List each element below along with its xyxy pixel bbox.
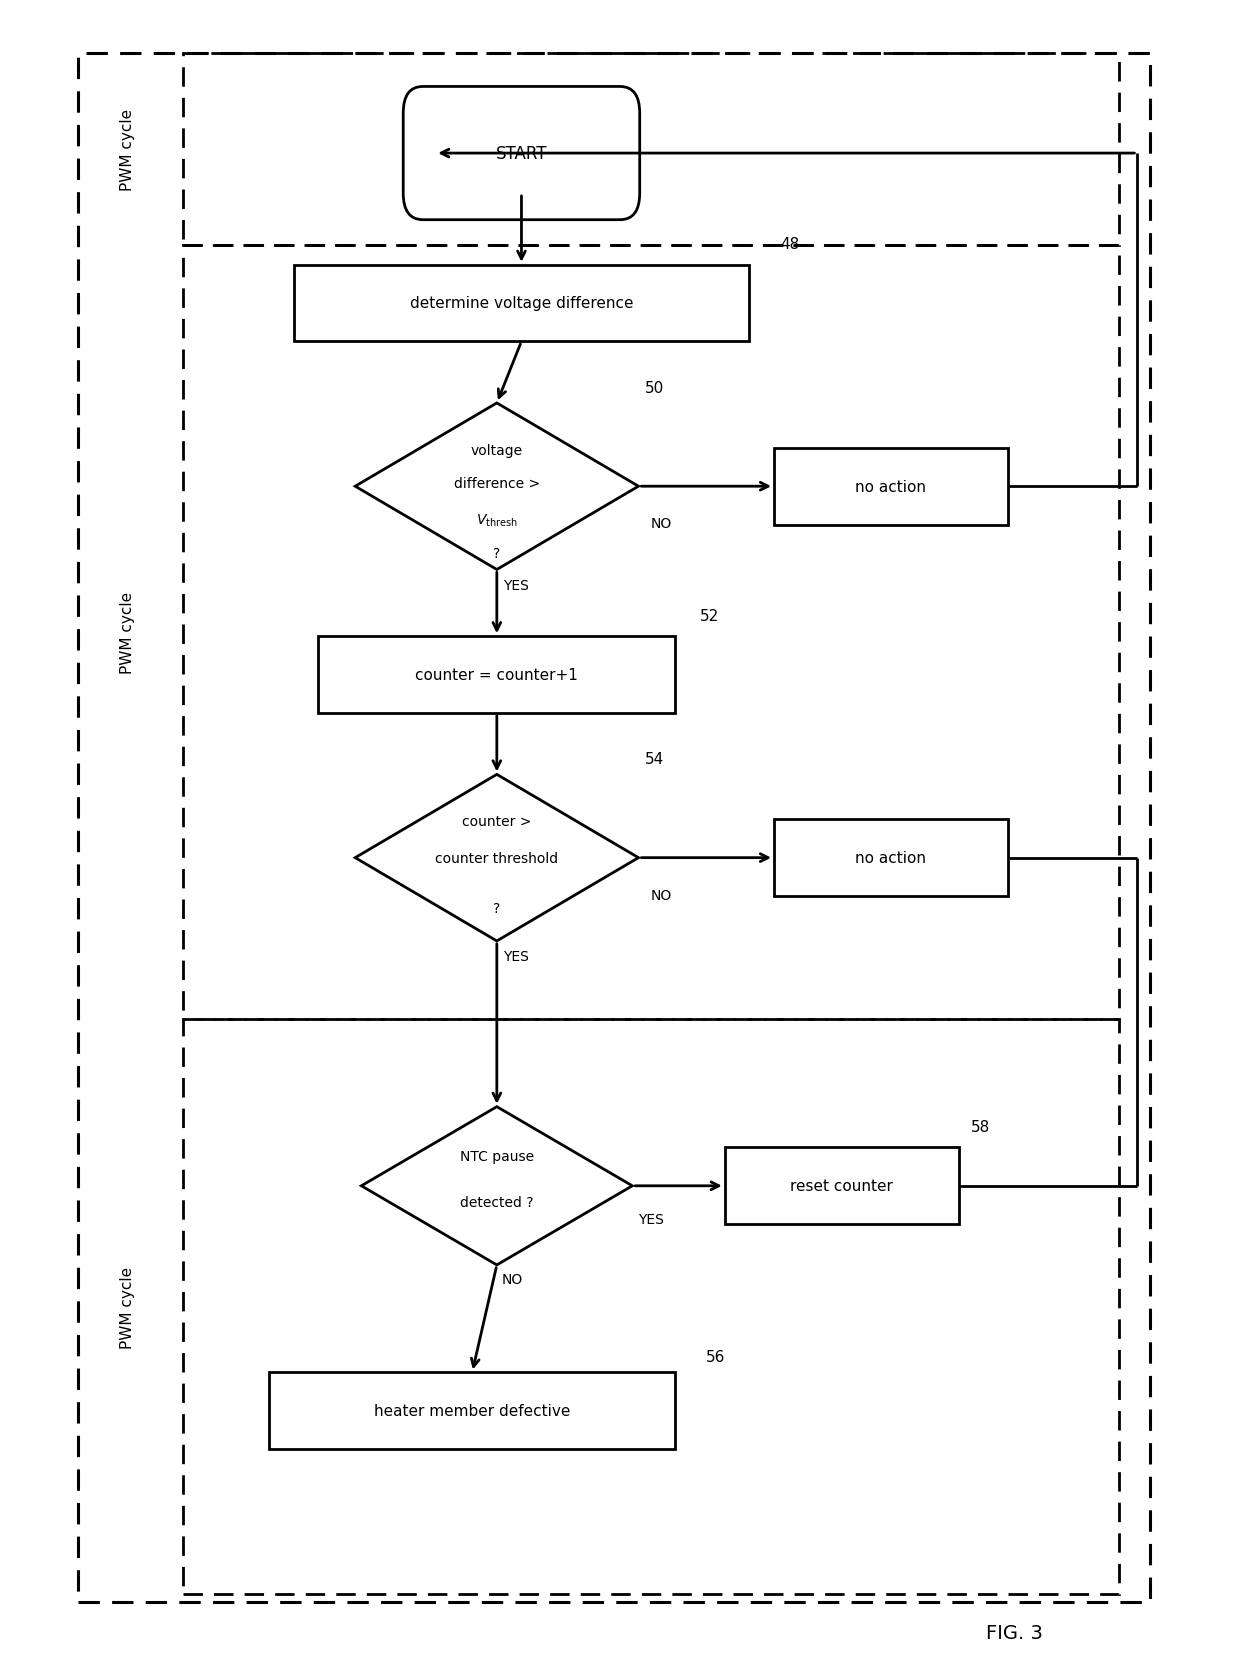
- Text: 50: 50: [645, 380, 663, 395]
- Text: NO: NO: [651, 517, 672, 530]
- Bar: [182, 1019, 1118, 1594]
- Text: 48: 48: [780, 238, 800, 253]
- Text: FIG. 3: FIG. 3: [986, 1623, 1043, 1641]
- Bar: [774, 448, 1008, 525]
- Text: PWM cycle: PWM cycle: [120, 592, 135, 674]
- Bar: [294, 266, 749, 341]
- Text: 54: 54: [645, 751, 663, 766]
- Text: ?: ?: [494, 547, 501, 560]
- Text: determine voltage difference: determine voltage difference: [409, 296, 634, 311]
- Text: difference >: difference >: [454, 477, 539, 490]
- Bar: [319, 637, 676, 713]
- Text: counter = counter+1: counter = counter+1: [415, 668, 578, 683]
- Text: PWM cycle: PWM cycle: [120, 1266, 135, 1348]
- Bar: [182, 54, 1118, 246]
- FancyBboxPatch shape: [403, 87, 640, 221]
- Text: NTC pause: NTC pause: [460, 1149, 534, 1163]
- Text: reset counter: reset counter: [790, 1178, 893, 1193]
- Bar: [269, 1372, 676, 1449]
- Text: voltage: voltage: [471, 443, 523, 457]
- Text: YES: YES: [639, 1213, 665, 1226]
- Bar: [724, 1148, 959, 1225]
- Text: ?: ?: [494, 902, 501, 915]
- Bar: [182, 246, 1118, 1019]
- Text: 52: 52: [701, 609, 719, 624]
- Text: PWM cycle: PWM cycle: [120, 109, 135, 191]
- Polygon shape: [355, 403, 639, 570]
- Text: $V_\mathrm{thresh}$: $V_\mathrm{thresh}$: [476, 512, 518, 529]
- Text: no action: no action: [856, 480, 926, 495]
- Text: heater member defective: heater member defective: [374, 1404, 570, 1419]
- Text: counter threshold: counter threshold: [435, 852, 558, 865]
- Text: 58: 58: [971, 1119, 991, 1134]
- Polygon shape: [361, 1108, 632, 1265]
- Text: YES: YES: [503, 579, 529, 592]
- Bar: [78, 54, 1149, 1603]
- Text: NO: NO: [502, 1271, 523, 1287]
- Text: START: START: [496, 146, 547, 162]
- Text: no action: no action: [856, 850, 926, 865]
- Text: counter >: counter >: [463, 815, 532, 828]
- Bar: [774, 820, 1008, 897]
- Text: detected ?: detected ?: [460, 1196, 533, 1210]
- Text: NO: NO: [651, 888, 672, 902]
- Text: 56: 56: [707, 1348, 725, 1363]
- Text: YES: YES: [503, 950, 529, 964]
- Polygon shape: [355, 775, 639, 942]
